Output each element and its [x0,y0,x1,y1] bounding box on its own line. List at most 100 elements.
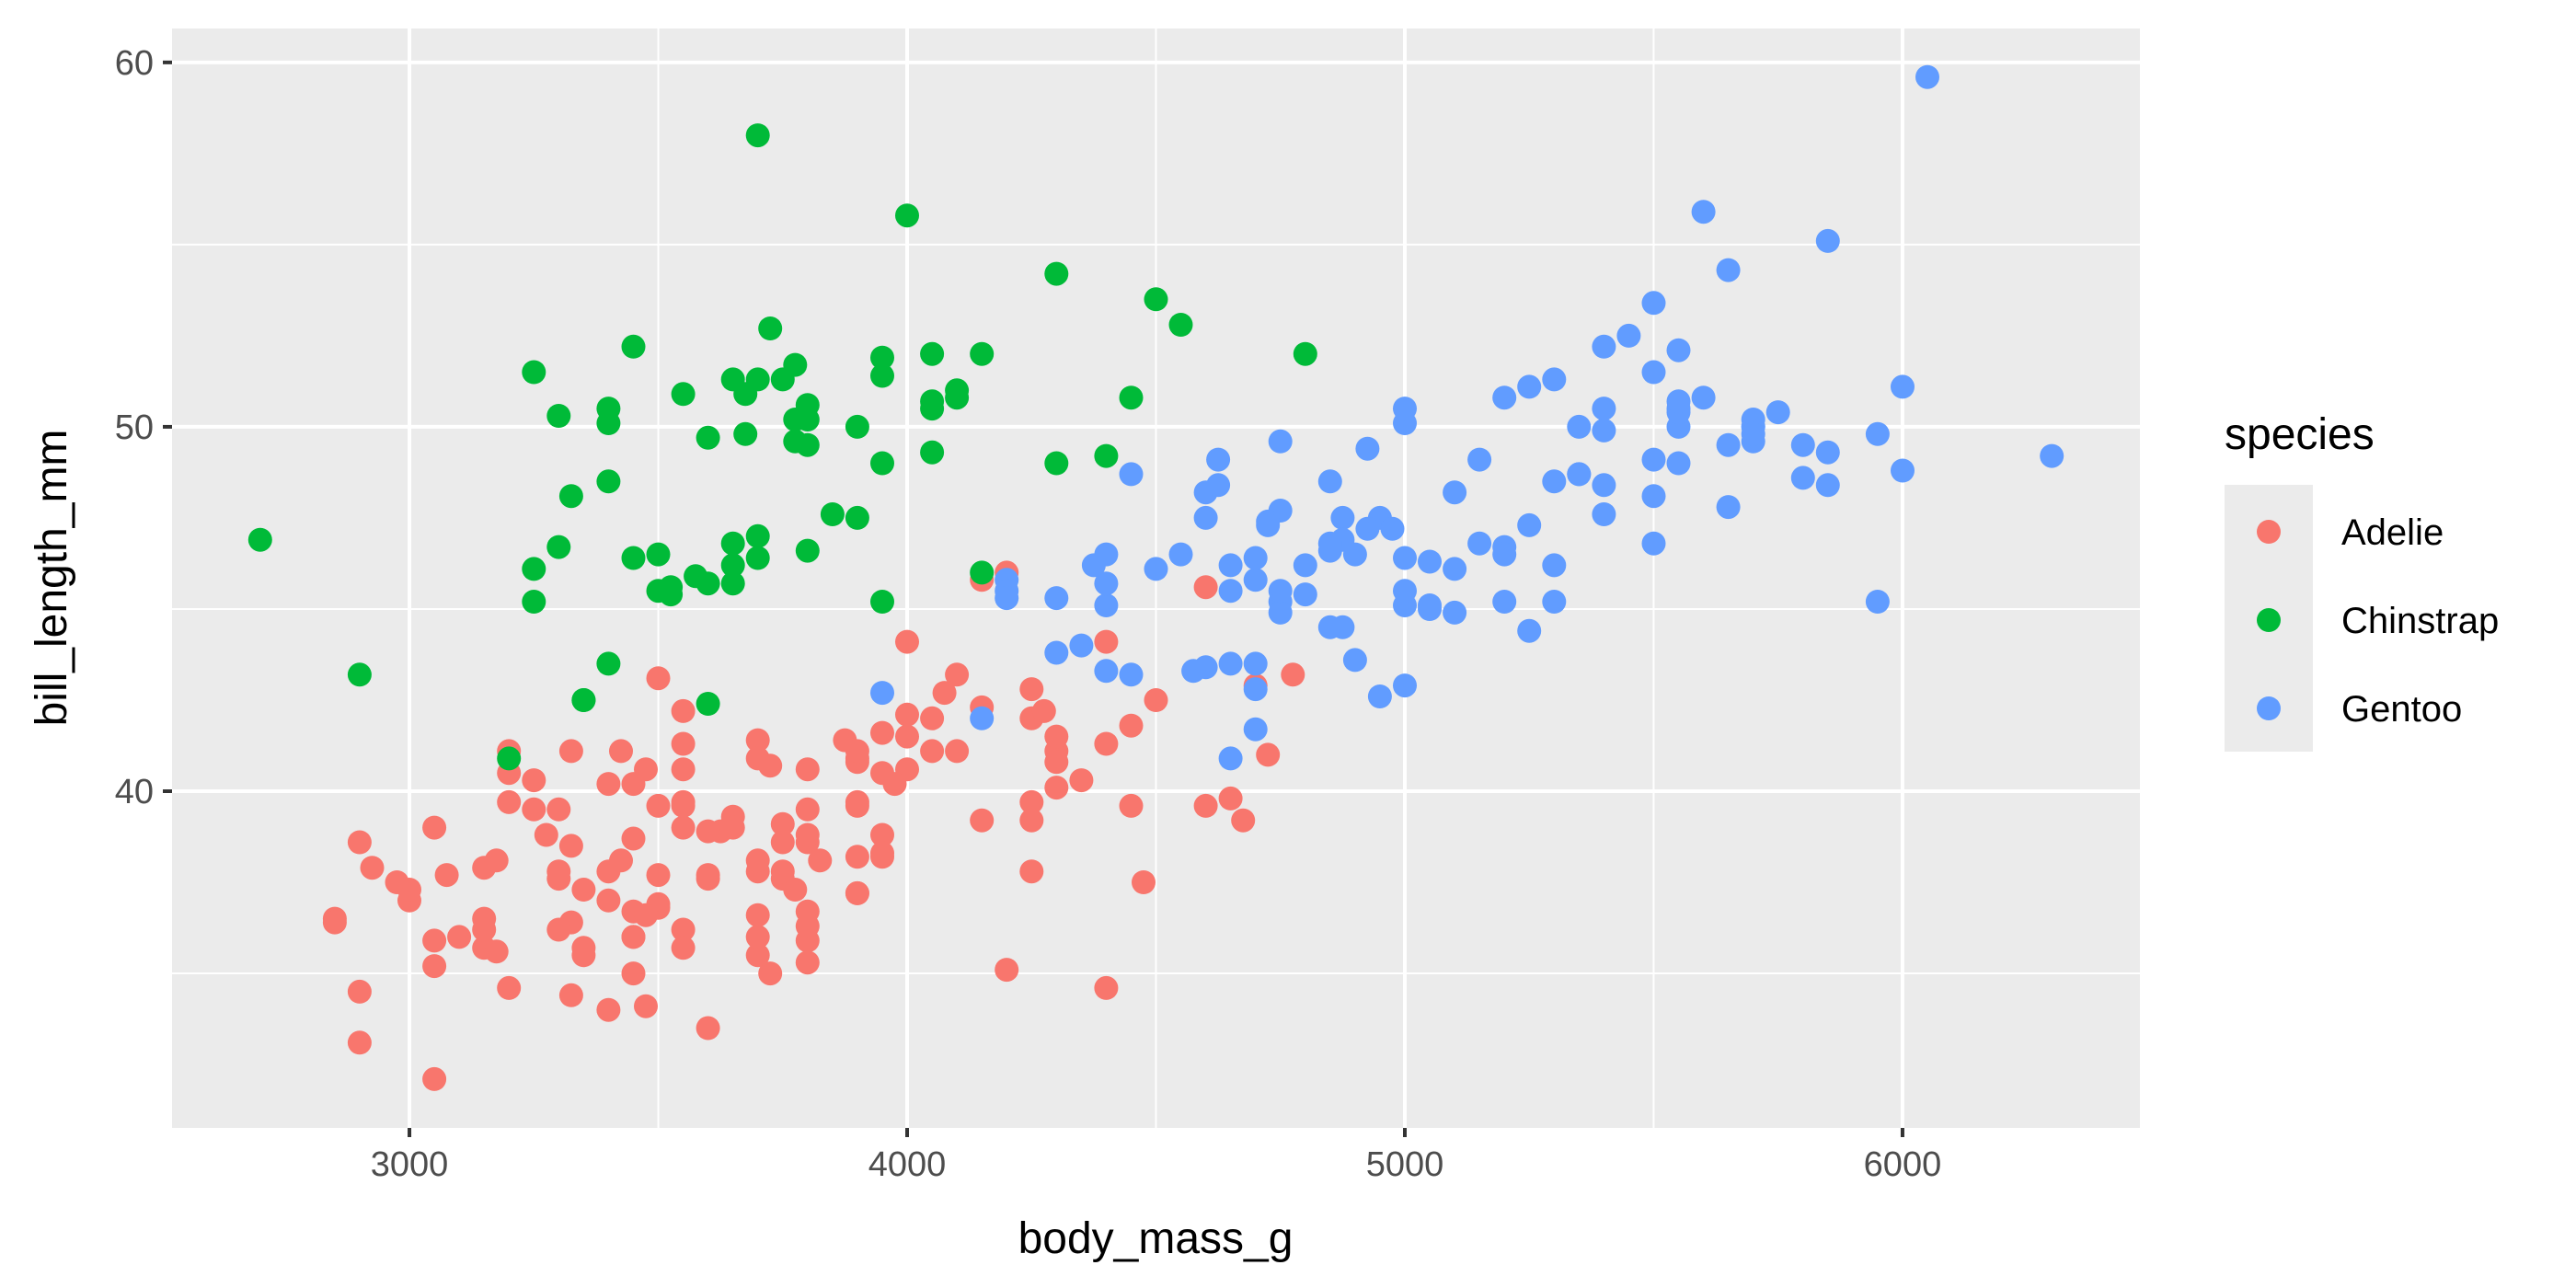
data-point [646,863,671,888]
data-point [596,997,621,1022]
data-point [820,502,845,526]
data-point [1044,261,1069,286]
data-point [1044,776,1069,800]
data-point [1094,629,1119,654]
data-point [447,925,472,949]
data-point [1281,662,1305,687]
data-point [795,822,820,847]
data-point [696,571,720,596]
data-point [1716,495,1741,520]
data-point [932,681,957,706]
data-point [1567,414,1592,439]
data-point [870,681,894,706]
legend-item-adelie: Adelie [2257,512,2444,553]
data-point [1865,590,1890,614]
data-point [1592,473,1616,498]
data-point [1256,512,1281,537]
data-point [795,797,820,822]
data-point [795,950,820,975]
data-point [1243,717,1268,742]
data-points [247,64,2064,1091]
data-point [783,878,808,902]
data-point [1542,469,1567,494]
data-point [1231,808,1256,833]
data-point [696,819,720,844]
data-point [845,414,869,439]
data-point [870,451,894,476]
data-point [1542,553,1567,578]
data-point [745,546,770,570]
data-point [1132,870,1156,894]
legend-label-adelie: Adelie [2341,512,2444,553]
data-point [1592,334,1616,359]
data-point [870,345,894,370]
data-point [1293,341,1317,366]
data-point [1891,374,1915,399]
data-point [621,334,646,359]
data-point [945,662,970,687]
data-point [497,746,522,771]
data-point [1144,287,1168,312]
x-axis-title: body_mass_g [1018,1214,1294,1263]
data-point [634,903,658,927]
data-point [795,914,820,938]
data-point [1517,512,1542,537]
data-point [1218,746,1243,771]
data-point [434,863,459,888]
data-point [1206,447,1231,472]
data-point [745,925,770,949]
data-point [870,720,894,745]
data-point [659,575,684,600]
data-point [634,757,658,782]
data-point [770,811,795,836]
data-point [1094,593,1119,617]
data-point [745,728,770,753]
data-point [1641,291,1666,316]
data-point [995,958,1019,983]
data-point [1119,462,1144,487]
data-point [845,793,869,818]
data-point [745,848,770,873]
y-tick-label: 50 [115,408,154,447]
data-point [546,917,571,942]
data-point [522,557,546,581]
data-point [696,867,720,891]
data-point [870,363,894,388]
legend-item-chinstrap: Chinstrap [2257,601,2499,641]
data-point [1268,600,1293,625]
data-point [696,425,720,450]
data-point [995,586,1019,611]
data-point [1243,677,1268,702]
y-tick-label: 60 [115,44,154,83]
data-point [1094,443,1119,468]
data-point [1293,582,1317,607]
data-point [1765,400,1790,425]
data-point [970,560,995,585]
legend-label-gentoo: Gentoo [2341,689,2462,730]
data-point [1542,590,1567,614]
data-point [1293,553,1317,578]
data-point [671,936,696,960]
data-point [621,925,646,949]
data-point [733,421,758,446]
data-point [596,772,621,797]
data-point [671,698,696,723]
data-point [497,789,522,814]
data-point [1094,731,1119,756]
data-point [1206,473,1231,498]
data-point [1492,385,1517,410]
data-point [1330,505,1355,530]
data-point [783,429,808,454]
data-point [1467,447,1492,472]
data-point [1019,808,1044,833]
data-point [770,830,795,855]
data-point [1031,698,1056,723]
data-point [322,910,347,935]
data-point [1393,546,1417,570]
data-point [783,408,808,431]
data-point [1641,484,1666,509]
data-point [596,651,621,676]
data-point [1691,200,1716,224]
data-point [1891,458,1915,483]
